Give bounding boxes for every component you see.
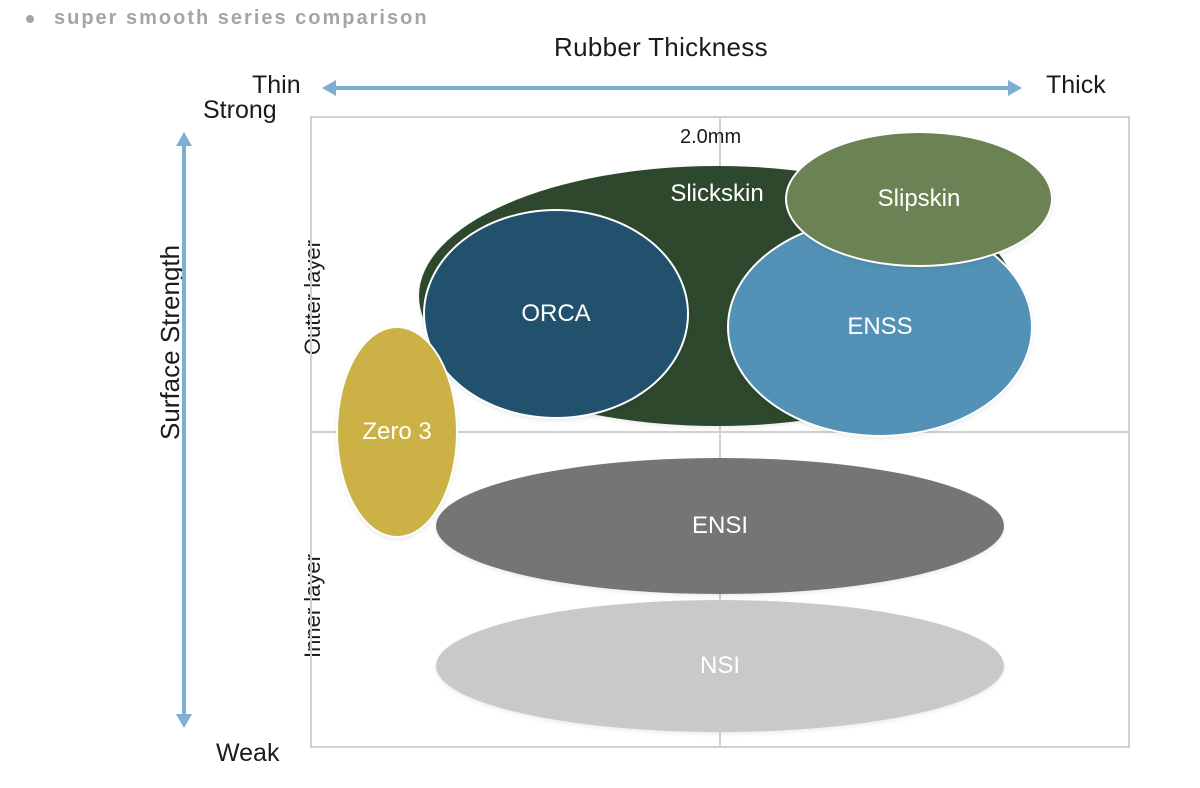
ellipse-orca: ORCA — [423, 209, 689, 419]
comparison-chart: super smooth series comparison Rubber Th… — [0, 0, 1200, 788]
ellipse-nsi: NSI — [436, 600, 1004, 732]
chart-area: Rubber Thickness Thin Thick Surface Stre… — [0, 0, 1200, 788]
x-center-tick-label: 2.0mm — [680, 126, 741, 149]
ellipse-label-ensi: ENSI — [692, 512, 748, 540]
x-axis-arrow — [322, 80, 1022, 96]
ellipse-label-orca: ORCA — [521, 300, 590, 328]
x-axis-label-thick: Thick — [1046, 71, 1106, 100]
ellipse-ensi: ENSI — [436, 458, 1004, 594]
y-axis-label-strong: Strong — [203, 96, 277, 125]
ellipse-label-enss: ENSS — [847, 313, 912, 341]
ellipse-label-slickskin: Slickskin — [670, 180, 763, 208]
ellipse-label-nsi: NSI — [700, 652, 740, 680]
ellipse-zero3: Zero 3 — [336, 326, 458, 538]
ellipse-label-zero3: Zero 3 — [362, 418, 431, 446]
ellipse-label-slipskin: Slipskin — [878, 185, 961, 213]
ellipse-slipskin: Slipskin — [785, 131, 1053, 267]
x-axis-title: Rubber Thickness — [554, 32, 768, 63]
y-axis-arrow — [176, 132, 192, 728]
y-axis-label-weak: Weak — [216, 739, 279, 768]
